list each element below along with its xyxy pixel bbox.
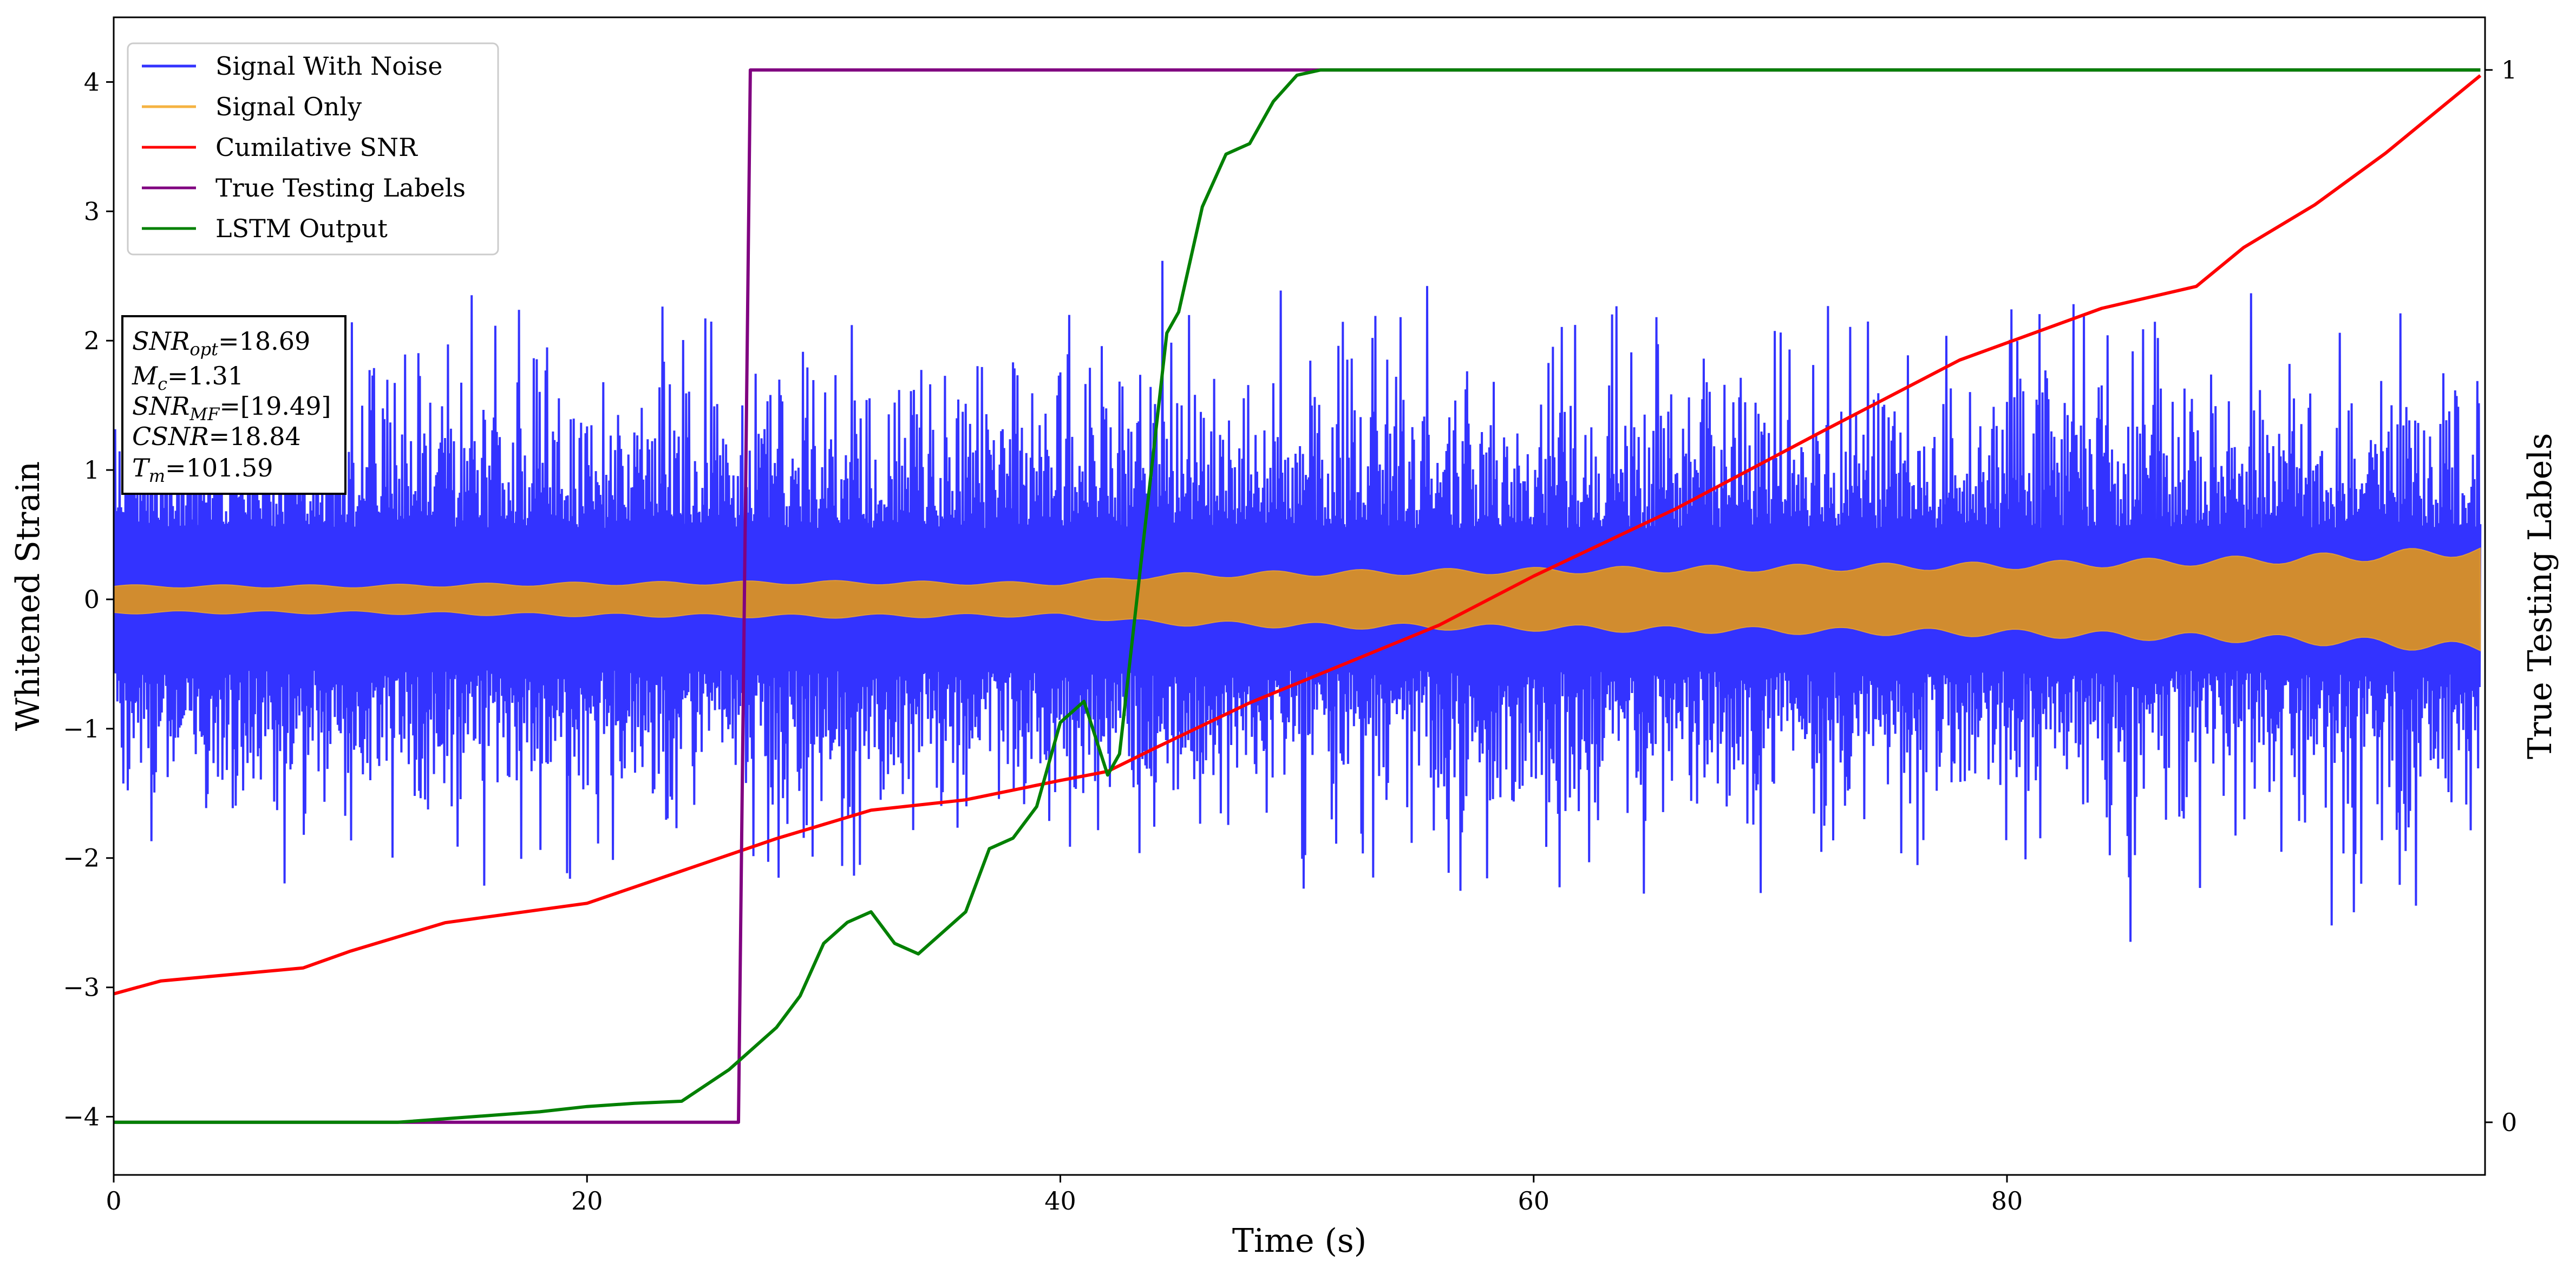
plot-area: [114, 68, 2482, 1124]
x-tick-label: 80: [1991, 1186, 2023, 1216]
x-tick-label: 40: [1044, 1186, 1076, 1216]
series-cumilative-snr: [114, 74, 2482, 996]
info-box: SNRopt=18.69 Mc=1.31 SNRMF=[19.49] CSNR=…: [121, 315, 346, 495]
x-tick-label: 20: [571, 1186, 603, 1216]
y-tick-label-left: 3: [84, 197, 100, 226]
y-tick-label-left: 2: [84, 326, 100, 355]
legend-label-true-testing-labels: True Testing Labels: [215, 173, 466, 202]
y-tick-label-left: 4: [84, 67, 100, 96]
x-tick-label: 60: [1518, 1186, 1549, 1216]
info-snr-opt: SNRopt=18.69: [132, 326, 310, 360]
y-tick-label-right: 0: [2501, 1108, 2517, 1137]
legend: Signal With Noise Signal Only Cumilative…: [127, 42, 499, 256]
y-tick-label-right: 1: [2501, 55, 2517, 84]
signal-series-group: [114, 547, 2481, 652]
y-tick-label-left: −2: [63, 844, 100, 873]
info-box-frame: [121, 315, 346, 495]
y-tick-label-left: −1: [63, 714, 100, 743]
info-tm: Tm=101.59: [132, 453, 273, 486]
legend-label-signal-with-noise: Signal With Noise: [215, 51, 442, 81]
y-tick-label-left: 0: [84, 585, 100, 614]
legend-label-cumilative-snr: Cumilative SNR: [215, 133, 418, 162]
info-chirp-mass: Mc=1.31: [132, 361, 244, 394]
legend-box: [127, 42, 499, 256]
info-csnr: CSNR=18.84: [132, 422, 301, 451]
y-tick-label-left: −4: [63, 1102, 100, 1132]
y-axis-label-right: True Testing Labels: [2521, 433, 2559, 760]
legend-label-signal-only: Signal Only: [215, 92, 362, 121]
series-lstm-output: [114, 68, 2481, 1124]
series-signal-only: [114, 547, 2481, 652]
plot-frame: [113, 16, 2486, 1176]
y-tick-label-left: 1: [84, 455, 100, 485]
legend-label-lstm-output: LSTM Output: [215, 214, 388, 243]
y-axis-label-left: Whitened Strain: [9, 461, 47, 731]
y-tick-label-left: −3: [63, 973, 100, 1002]
info-snr-mf: SNRMF=[19.49]: [132, 391, 331, 424]
line-series-group: [114, 68, 2482, 1124]
x-axis-label: Time (s): [1232, 1222, 1367, 1260]
x-tick-label: 0: [106, 1186, 121, 1216]
